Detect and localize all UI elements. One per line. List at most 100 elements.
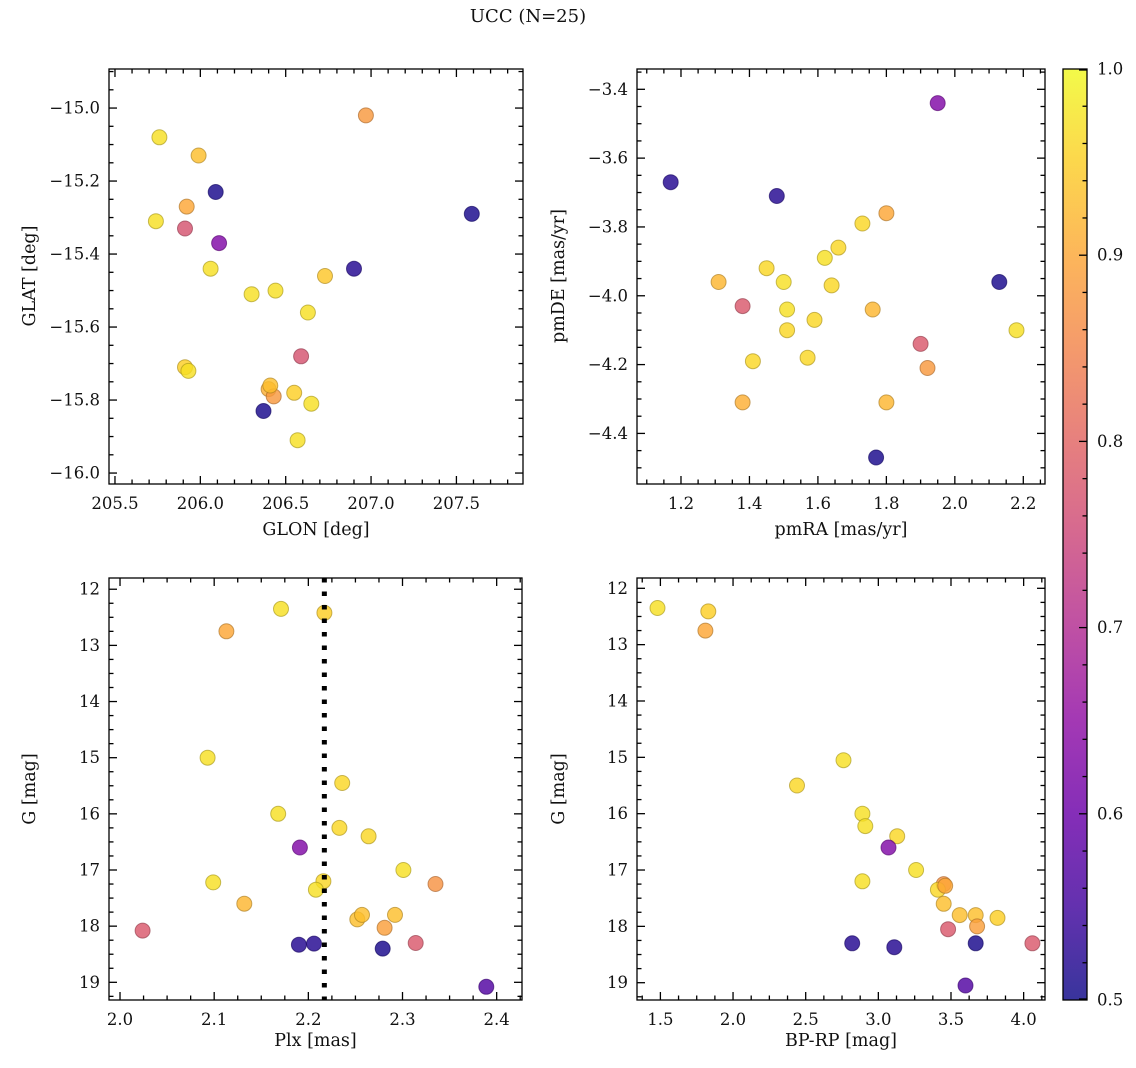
data-point xyxy=(190,147,207,164)
data-point xyxy=(357,107,374,124)
colorbar-tick-label: 0.9 xyxy=(1097,246,1123,265)
panel-glon-glat-points xyxy=(147,107,480,449)
panel-glon-glat-axes xyxy=(108,68,524,485)
data-point xyxy=(354,906,370,923)
ylabel-pmde: pmDE [mas/yr] xyxy=(549,209,569,343)
y-tick-label: 17 xyxy=(607,861,628,880)
x-tick-label: 205.5 xyxy=(91,494,138,513)
data-point xyxy=(816,249,833,266)
y-tick-label: 16 xyxy=(79,804,100,823)
data-point xyxy=(662,174,679,191)
data-point xyxy=(878,394,895,411)
data-point xyxy=(346,260,362,277)
data-point xyxy=(205,874,222,891)
y-tick-label: −3.6 xyxy=(588,149,628,168)
colorbar-tick-label: 0.8 xyxy=(1097,432,1123,451)
y-tick-label: −16.0 xyxy=(49,464,100,483)
panel-glon-glat: 205.5 206.0 206.5 207.0 207.5 −15.0 −15.2 −15.4… xyxy=(49,68,524,513)
data-point xyxy=(779,322,796,339)
x-tick-label: 2.2 xyxy=(1010,494,1036,513)
y-tick-label: 16 xyxy=(607,804,628,823)
data-point xyxy=(202,260,219,277)
y-tick-label: 13 xyxy=(79,636,100,655)
data-point xyxy=(889,828,906,845)
data-point xyxy=(147,213,164,230)
x-tick-label: 3.5 xyxy=(938,1010,964,1029)
data-point xyxy=(734,394,751,411)
data-point xyxy=(291,839,308,856)
panel-pmra-pmde: 1.2 1.4 1.6 1.8 2.0 2.2 −3.4 −3.6 −3.8 −4.0 −4.2 −4… xyxy=(588,68,1046,513)
panel-plx-g-tick-labels: 2.0 2.1 2.2 2.3 2.4 12 13 14 15 16 17 18 19 xyxy=(79,580,510,1029)
data-point xyxy=(989,909,1006,926)
data-point xyxy=(969,918,986,935)
x-tick-label: 2.5 xyxy=(793,1010,819,1029)
x-tick-label: 1.6 xyxy=(805,494,831,513)
x-tick-label: 206.0 xyxy=(177,494,224,513)
data-point xyxy=(710,274,727,290)
data-point xyxy=(878,205,895,222)
data-point xyxy=(864,301,881,318)
data-point xyxy=(211,235,228,252)
y-tick-label: 15 xyxy=(607,748,628,767)
x-tick-label: 2.0 xyxy=(107,1010,133,1029)
figure-title: UCC (N=25) xyxy=(469,6,587,27)
data-point xyxy=(286,384,303,401)
data-point xyxy=(270,805,287,822)
x-tick-label: 2.2 xyxy=(295,1010,321,1029)
x-tick-label: 207.5 xyxy=(433,494,480,513)
colorbar-gradient xyxy=(1062,68,1088,1001)
data-point xyxy=(823,277,840,294)
ylabel-g-right: G [mag] xyxy=(549,753,569,825)
data-point xyxy=(376,919,393,936)
xlabel-plx: Plx [mas] xyxy=(274,1031,357,1051)
data-point xyxy=(273,600,289,617)
panel-bprp-g-points xyxy=(649,600,1041,994)
data-point xyxy=(478,978,495,995)
y-tick-label: 14 xyxy=(607,691,628,710)
data-point xyxy=(886,939,903,956)
y-tick-label: 13 xyxy=(607,635,628,654)
data-point xyxy=(775,274,792,290)
data-point xyxy=(789,777,805,794)
data-point xyxy=(1024,935,1041,952)
y-tick-label: −3.4 xyxy=(588,80,628,99)
xlabel-pmra: pmRA [mas/yr] xyxy=(774,520,908,540)
data-point xyxy=(768,188,785,204)
panel-bprp-g-tick-labels: 1.5 2.0 2.5 3.0 3.5 4.0 12 13 14 15 16 17 18 19 xyxy=(607,579,1037,1029)
data-point xyxy=(331,819,348,836)
data-point xyxy=(940,921,957,938)
data-point xyxy=(407,935,424,951)
data-point xyxy=(1008,322,1025,339)
data-point xyxy=(236,895,253,912)
data-point xyxy=(180,362,197,379)
data-point xyxy=(908,862,925,878)
data-point xyxy=(919,360,936,376)
data-point xyxy=(929,95,946,112)
data-point xyxy=(957,977,974,994)
y-tick-label: 12 xyxy=(607,579,628,598)
y-tick-label: −15.2 xyxy=(49,172,100,191)
data-point xyxy=(151,129,168,146)
x-tick-label: 206.5 xyxy=(262,494,309,513)
xlabel-bprp: BP-RP [mag] xyxy=(785,1031,897,1051)
colorbar-tick-label: 0.6 xyxy=(1097,804,1123,823)
y-tick-label: 14 xyxy=(79,692,100,711)
colorbar-tick-label: 0.5 xyxy=(1097,991,1123,1010)
panel-glon-glat-tick-labels: 205.5 206.0 206.5 207.0 207.5 −15.0 −15.2 −15.4… xyxy=(49,99,480,513)
data-point xyxy=(299,304,316,321)
x-tick-label: 1.5 xyxy=(647,1010,673,1029)
data-point xyxy=(835,752,852,769)
colorbar-tick-label: 0.7 xyxy=(1097,618,1123,637)
data-point xyxy=(779,301,796,318)
x-tick-label: 1.4 xyxy=(736,494,762,513)
data-point xyxy=(317,268,333,284)
x-tick-label: 2.1 xyxy=(201,1010,227,1029)
colorbar-tick-labels: 1.0 0.9 0.8 0.7 0.6 0.5 xyxy=(1097,60,1123,1010)
data-point xyxy=(334,775,351,791)
y-tick-label: 12 xyxy=(79,580,100,599)
y-tick-label: −15.8 xyxy=(49,391,100,410)
panel-bprp-g: 1.5 2.0 2.5 3.0 3.5 4.0 12 13 14 15 16 17 18 19 xyxy=(607,577,1046,1029)
ylabel-g-left: G [mag] xyxy=(20,753,40,825)
